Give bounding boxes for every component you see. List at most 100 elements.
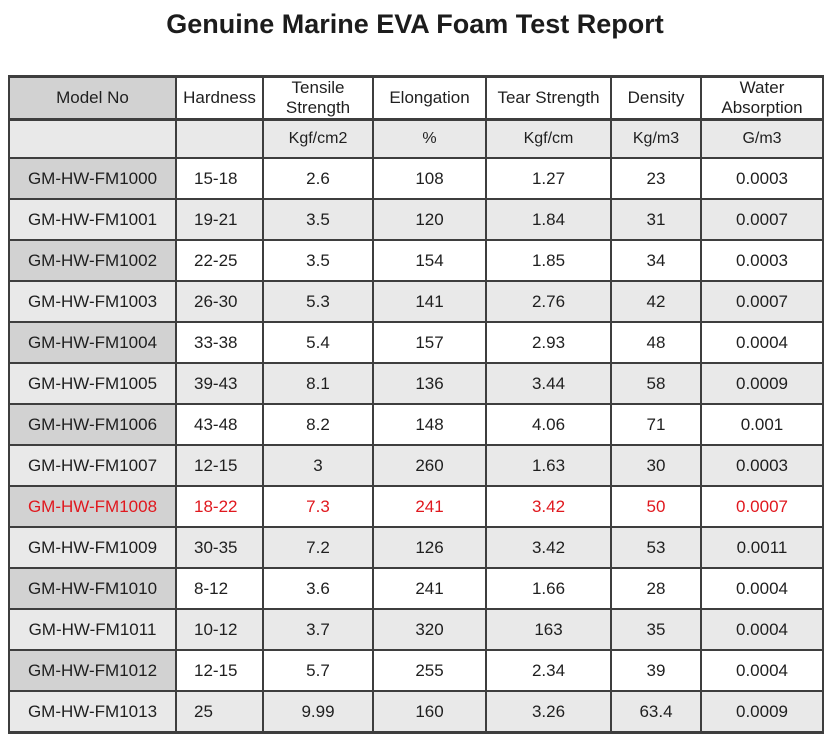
hardness-cell: 30-35	[175, 526, 264, 569]
model-cell: GM-HW-FM1008	[8, 485, 177, 528]
water-cell: 0.0007	[700, 485, 824, 528]
column-header-hardness: Hardness	[175, 75, 264, 121]
tear-cell: 3.42	[485, 485, 612, 528]
elongation-cell: 141	[372, 280, 487, 323]
model-cell: GM-HW-FM1004	[8, 321, 177, 364]
unit-tear-strength: Kgf/cm	[485, 118, 612, 159]
unit-elongation: %	[372, 118, 487, 159]
tensile-cell: 7.2	[262, 526, 374, 569]
unit-hardness	[175, 118, 264, 159]
elongation-cell: 108	[372, 157, 487, 200]
elongation-cell: 260	[372, 444, 487, 487]
hardness-cell: 12-15	[175, 649, 264, 692]
tensile-cell: 7.3	[262, 485, 374, 528]
water-cell: 0.0004	[700, 608, 824, 651]
header-label-row: Model No Hardness Tensile Strength Elong…	[8, 75, 824, 121]
tensile-cell: 5.4	[262, 321, 374, 364]
tear-cell: 2.93	[485, 321, 612, 364]
density-cell: 63.4	[610, 690, 702, 734]
column-header-tensile-strength: Tensile Strength	[262, 75, 374, 121]
density-cell: 39	[610, 649, 702, 692]
model-cell: GM-HW-FM1007	[8, 444, 177, 487]
density-cell: 53	[610, 526, 702, 569]
table-row: GM-HW-FM1002 22-25 3.5 154 1.85 34 0.0003	[8, 239, 824, 282]
model-cell: GM-HW-FM1006	[8, 403, 177, 446]
water-cell: 0.0011	[700, 526, 824, 569]
table-row: GM-HW-FM1007 12-15 3 260 1.63 30 0.0003	[8, 444, 824, 487]
hardness-cell: 15-18	[175, 157, 264, 200]
unit-tensile-strength: Kgf/cm2	[262, 118, 374, 159]
column-header-model-no: Model No	[8, 75, 177, 121]
model-cell: GM-HW-FM1000	[8, 157, 177, 200]
model-cell: GM-HW-FM1010	[8, 567, 177, 610]
hardness-cell: 43-48	[175, 403, 264, 446]
hardness-cell: 25	[175, 690, 264, 734]
tear-cell: 2.34	[485, 649, 612, 692]
elongation-cell: 157	[372, 321, 487, 364]
water-cell: 0.0004	[700, 567, 824, 610]
table-row: GM-HW-FM1009 30-35 7.2 126 3.42 53 0.0011	[8, 526, 824, 569]
density-cell: 71	[610, 403, 702, 446]
tensile-cell: 8.1	[262, 362, 374, 405]
tear-cell: 163	[485, 608, 612, 651]
table-row: GM-HW-FM1008 18-22 7.3 241 3.42 50 0.0007	[8, 485, 824, 528]
column-header-water-absorption: Water Absorption	[700, 75, 824, 121]
water-cell: 0.0007	[700, 280, 824, 323]
tensile-cell: 5.3	[262, 280, 374, 323]
water-cell: 0.0004	[700, 321, 824, 364]
tensile-cell: 9.99	[262, 690, 374, 734]
hardness-cell: 22-25	[175, 239, 264, 282]
unit-density: Kg/m3	[610, 118, 702, 159]
elongation-cell: 120	[372, 198, 487, 241]
model-cell: GM-HW-FM1009	[8, 526, 177, 569]
table-row: GM-HW-FM1003 26-30 5.3 141 2.76 42 0.0007	[8, 280, 824, 323]
eva-foam-test-report-table: Model No Hardness Tensile Strength Elong…	[8, 75, 824, 734]
tensile-cell: 5.7	[262, 649, 374, 692]
tensile-cell: 3.7	[262, 608, 374, 651]
unit-water-absorption: G/m3	[700, 118, 824, 159]
density-cell: 48	[610, 321, 702, 364]
density-cell: 58	[610, 362, 702, 405]
table-header: Model No Hardness Tensile Strength Elong…	[8, 75, 824, 159]
tear-cell: 3.42	[485, 526, 612, 569]
hardness-cell: 12-15	[175, 444, 264, 487]
water-cell: 0.0003	[700, 444, 824, 487]
tear-cell: 1.27	[485, 157, 612, 200]
density-cell: 31	[610, 198, 702, 241]
table-row: GM-HW-FM1006 43-48 8.2 148 4.06 71 0.001	[8, 403, 824, 446]
tensile-cell: 3	[262, 444, 374, 487]
density-cell: 30	[610, 444, 702, 487]
water-cell: 0.0003	[700, 157, 824, 200]
model-cell: GM-HW-FM1013	[8, 690, 177, 734]
table-row: GM-HW-FM1000 15-18 2.6 108 1.27 23 0.0003	[8, 157, 824, 200]
elongation-cell: 241	[372, 567, 487, 610]
water-cell: 0.0007	[700, 198, 824, 241]
tear-cell: 2.76	[485, 280, 612, 323]
table-row: GM-HW-FM1013 25 9.99 160 3.26 63.4 0.0009	[8, 690, 824, 734]
tear-cell: 1.84	[485, 198, 612, 241]
tear-cell: 1.63	[485, 444, 612, 487]
hardness-cell: 18-22	[175, 485, 264, 528]
model-cell: GM-HW-FM1003	[8, 280, 177, 323]
density-cell: 42	[610, 280, 702, 323]
tensile-cell: 8.2	[262, 403, 374, 446]
tear-cell: 3.26	[485, 690, 612, 734]
model-cell: GM-HW-FM1011	[8, 608, 177, 651]
elongation-cell: 154	[372, 239, 487, 282]
tensile-cell: 3.5	[262, 239, 374, 282]
table-row: GM-HW-FM1011 10-12 3.7 320 163 35 0.0004	[8, 608, 824, 651]
hardness-cell: 19-21	[175, 198, 264, 241]
table-row: GM-HW-FM1010 8-12 3.6 241 1.66 28 0.0004	[8, 567, 824, 610]
density-cell: 23	[610, 157, 702, 200]
tear-cell: 1.66	[485, 567, 612, 610]
density-cell: 35	[610, 608, 702, 651]
density-cell: 50	[610, 485, 702, 528]
elongation-cell: 148	[372, 403, 487, 446]
tensile-cell: 3.6	[262, 567, 374, 610]
elongation-cell: 241	[372, 485, 487, 528]
tensile-cell: 3.5	[262, 198, 374, 241]
density-cell: 34	[610, 239, 702, 282]
water-cell: 0.0004	[700, 649, 824, 692]
table-row: GM-HW-FM1004 33-38 5.4 157 2.93 48 0.0004	[8, 321, 824, 364]
elongation-cell: 136	[372, 362, 487, 405]
